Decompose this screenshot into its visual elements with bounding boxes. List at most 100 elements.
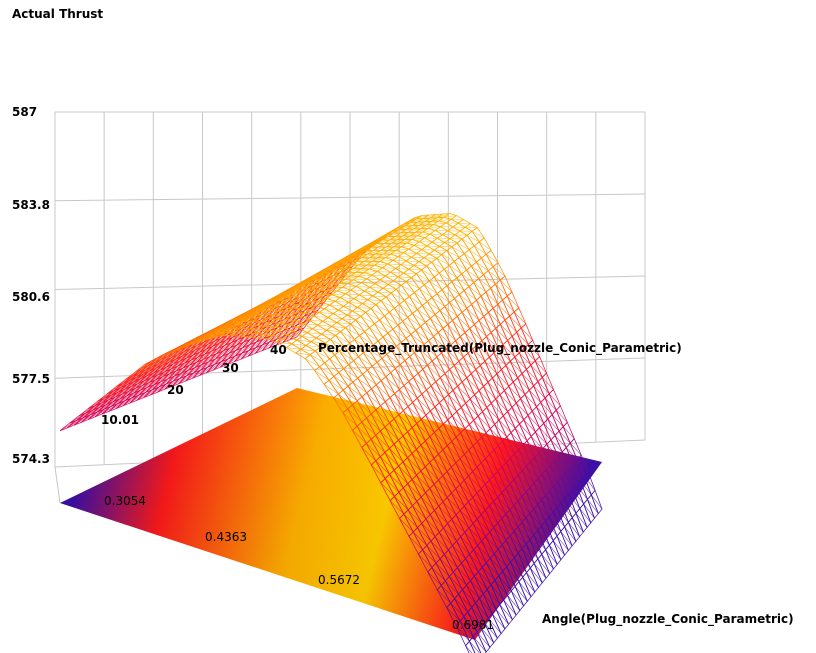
mesh-diagonal — [437, 213, 450, 218]
mesh-diagonal — [327, 317, 343, 320]
mesh-diagonal — [497, 522, 511, 537]
mesh-diagonal — [361, 396, 377, 411]
mesh-diagonal — [395, 232, 409, 237]
mesh-diagonal — [377, 340, 392, 351]
mesh-diagonal — [497, 445, 511, 459]
mesh-diagonal — [389, 235, 403, 241]
mesh-diagonal — [348, 364, 363, 375]
mesh-diagonal — [164, 378, 180, 390]
mesh-diagonal — [398, 414, 413, 428]
mesh-diagonal — [402, 321, 416, 331]
mesh-diagonal — [472, 445, 486, 459]
mesh-diagonal — [349, 343, 364, 354]
mesh-diagonal — [317, 324, 332, 327]
mesh-diagonal — [278, 304, 294, 317]
mesh-diagonal — [122, 395, 139, 407]
mesh-diagonal — [364, 331, 379, 342]
mesh-diagonal — [353, 278, 367, 281]
mesh-diagonal — [514, 557, 527, 573]
mesh-diagonal — [458, 361, 472, 374]
mesh-diagonal — [521, 496, 534, 510]
mesh-diagonal — [481, 436, 495, 451]
mesh-diagonal — [182, 356, 199, 369]
mesh-diagonal — [263, 310, 279, 315]
mesh-diagonal — [301, 305, 316, 310]
mesh-cell — [468, 635, 482, 653]
mesh-diagonal — [510, 360, 523, 374]
mesh-diagonal — [514, 586, 528, 602]
mesh-diagonal — [384, 315, 398, 326]
mesh-diagonal — [441, 352, 455, 366]
mesh-diagonal — [495, 328, 508, 341]
mesh-diagonal — [296, 309, 311, 313]
mesh-diagonal — [153, 373, 170, 385]
mesh-diagonal — [310, 301, 325, 314]
mesh-diagonal — [387, 263, 401, 265]
mesh-diagonal — [486, 562, 500, 577]
mesh-diagonal — [451, 492, 465, 507]
mesh-diagonal — [520, 327, 533, 341]
mesh-diagonal — [367, 369, 382, 381]
mesh-diagonal — [393, 242, 407, 248]
mesh-diagonal — [428, 340, 442, 354]
mesh-diagonal — [425, 440, 439, 455]
mesh-diagonal — [311, 275, 326, 281]
y-tick-label: 40 — [270, 343, 287, 357]
mesh-diagonal — [303, 297, 318, 302]
mesh-diagonal — [466, 269, 479, 279]
mesh-diagonal — [424, 217, 438, 222]
mesh-diagonal — [465, 402, 479, 417]
mesh-diagonal — [328, 287, 343, 291]
mesh-diagonal — [403, 385, 418, 399]
mesh-diagonal — [289, 300, 304, 305]
mesh-diagonal — [309, 293, 324, 298]
mesh-diagonal — [405, 338, 420, 349]
mesh-diagonal — [399, 304, 413, 314]
mesh-diagonal — [292, 330, 308, 333]
mesh-diagonal — [324, 362, 339, 373]
mesh-diagonal — [201, 353, 217, 365]
mesh-diagonal — [412, 505, 427, 520]
mesh-diagonal — [310, 308, 325, 310]
mesh-diagonal — [457, 567, 471, 581]
mesh-diagonal — [358, 261, 373, 266]
mesh-diagonal — [389, 311, 403, 322]
mesh-diagonal — [214, 353, 230, 365]
mesh-diagonal — [403, 410, 417, 424]
mesh-diagonal — [294, 319, 309, 321]
mesh-diagonal — [393, 259, 407, 262]
mesh-diagonal — [535, 431, 548, 445]
mesh-diagonal — [328, 275, 343, 280]
mesh-diagonal — [403, 487, 418, 502]
mesh-diagonal — [429, 253, 442, 255]
mesh-diagonal — [416, 397, 431, 412]
mesh-diagonal — [485, 458, 499, 472]
mesh-diagonal — [483, 274, 496, 285]
mesh-diagonal — [343, 305, 358, 308]
mesh-diagonal — [366, 261, 380, 266]
mesh-diagonal — [476, 299, 489, 313]
mesh-diagonal — [345, 293, 360, 296]
mesh-diagonal — [226, 327, 242, 333]
mesh-diagonal — [454, 598, 469, 613]
mesh-diagonal — [417, 373, 432, 387]
mesh-diagonal — [380, 246, 394, 251]
mesh-diagonal — [269, 324, 285, 337]
mesh-diagonal — [312, 328, 327, 331]
mesh-diagonal — [384, 478, 400, 493]
mesh-diagonal — [473, 282, 487, 293]
mesh-diagonal — [371, 274, 386, 277]
mesh-diagonal — [352, 381, 367, 394]
mesh-diagonal — [237, 320, 253, 326]
mesh-diagonal — [449, 369, 463, 383]
mesh-diagonal — [541, 525, 554, 541]
mesh-diagonal — [497, 496, 511, 511]
mesh-diagonal — [271, 299, 287, 305]
mesh-diagonal — [455, 514, 470, 529]
mesh-diagonal — [412, 313, 426, 323]
mesh-diagonal — [494, 580, 508, 596]
mesh-diagonal — [363, 271, 378, 273]
mesh-diagonal — [361, 421, 376, 436]
mesh-diagonal — [439, 272, 452, 283]
